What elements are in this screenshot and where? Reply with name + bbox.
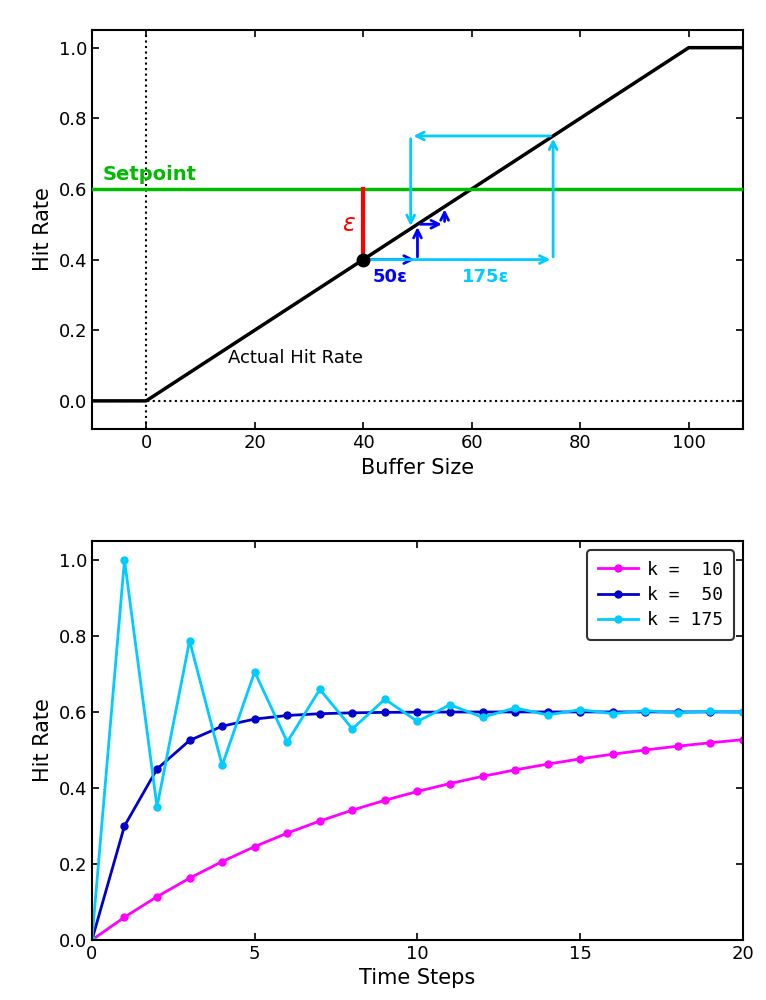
- k = 175: [413, 715, 422, 727]
- k = 175: [478, 711, 487, 723]
- k =  50: [478, 706, 487, 718]
- k =  50: [283, 709, 292, 721]
- k =  10: [446, 778, 455, 790]
- k =  10: [705, 737, 715, 749]
- k =  10: [218, 856, 227, 868]
- Line: k =  10: k = 10: [88, 736, 747, 943]
- k = 175: [738, 706, 748, 718]
- k = 175: [283, 736, 292, 748]
- k =  10: [283, 827, 292, 839]
- k =  50: [250, 713, 259, 725]
- Line: k = 175: k = 175: [88, 556, 747, 943]
- k =  10: [640, 744, 650, 756]
- k =  10: [152, 891, 162, 903]
- Text: 175ε: 175ε: [461, 268, 509, 286]
- Y-axis label: Hit Rate: Hit Rate: [33, 188, 53, 271]
- k =  10: [348, 804, 357, 816]
- k =  50: [381, 706, 390, 718]
- k =  10: [316, 815, 325, 827]
- k =  10: [510, 764, 519, 776]
- k =  10: [608, 748, 617, 760]
- k =  10: [381, 794, 390, 806]
- k =  10: [87, 934, 97, 946]
- k = 175: [348, 723, 357, 735]
- k =  50: [152, 763, 162, 775]
- k =  50: [119, 820, 129, 832]
- k = 175: [543, 709, 552, 721]
- k =  50: [510, 706, 519, 718]
- Text: ε: ε: [342, 212, 355, 236]
- Text: 50ε: 50ε: [373, 268, 408, 286]
- k = 175: [316, 683, 325, 695]
- k =  50: [576, 706, 585, 718]
- Line: k =  50: k = 50: [88, 708, 747, 943]
- k = 175: [250, 666, 259, 678]
- k = 175: [218, 759, 227, 771]
- k = 175: [673, 707, 683, 719]
- k =  10: [413, 785, 422, 797]
- k =  10: [543, 758, 552, 770]
- k = 175: [510, 702, 519, 714]
- k =  50: [185, 734, 194, 746]
- k =  50: [316, 708, 325, 720]
- k =  50: [413, 706, 422, 718]
- k =  50: [218, 720, 227, 732]
- k =  10: [673, 740, 683, 752]
- k = 175: [87, 934, 97, 946]
- k = 175: [119, 554, 129, 566]
- k = 175: [381, 693, 390, 705]
- k =  10: [185, 872, 194, 884]
- X-axis label: Buffer Size: Buffer Size: [361, 458, 474, 478]
- k = 175: [152, 801, 162, 813]
- k =  50: [705, 706, 715, 718]
- k = 175: [185, 635, 194, 647]
- k =  10: [576, 753, 585, 765]
- k =  50: [348, 707, 357, 719]
- k =  50: [543, 706, 552, 718]
- k =  50: [673, 706, 683, 718]
- k = 175: [640, 705, 650, 717]
- X-axis label: Time Steps: Time Steps: [359, 968, 476, 988]
- k =  50: [87, 934, 97, 946]
- k =  10: [478, 770, 487, 782]
- Text: Setpoint: Setpoint: [103, 165, 197, 184]
- k = 175: [608, 708, 617, 720]
- k =  50: [608, 706, 617, 718]
- k =  50: [446, 706, 455, 718]
- Y-axis label: Hit Rate: Hit Rate: [33, 699, 53, 782]
- k =  10: [250, 841, 259, 853]
- k =  10: [738, 734, 748, 746]
- k =  50: [738, 706, 748, 718]
- k =  50: [640, 706, 650, 718]
- k = 175: [576, 704, 585, 716]
- k =  10: [119, 911, 129, 923]
- k = 175: [705, 705, 715, 717]
- Text: Actual Hit Rate: Actual Hit Rate: [228, 349, 362, 367]
- k = 175: [446, 699, 455, 711]
- Legend: k =  10, k =  50, k = 175: k = 10, k = 50, k = 175: [588, 550, 734, 640]
